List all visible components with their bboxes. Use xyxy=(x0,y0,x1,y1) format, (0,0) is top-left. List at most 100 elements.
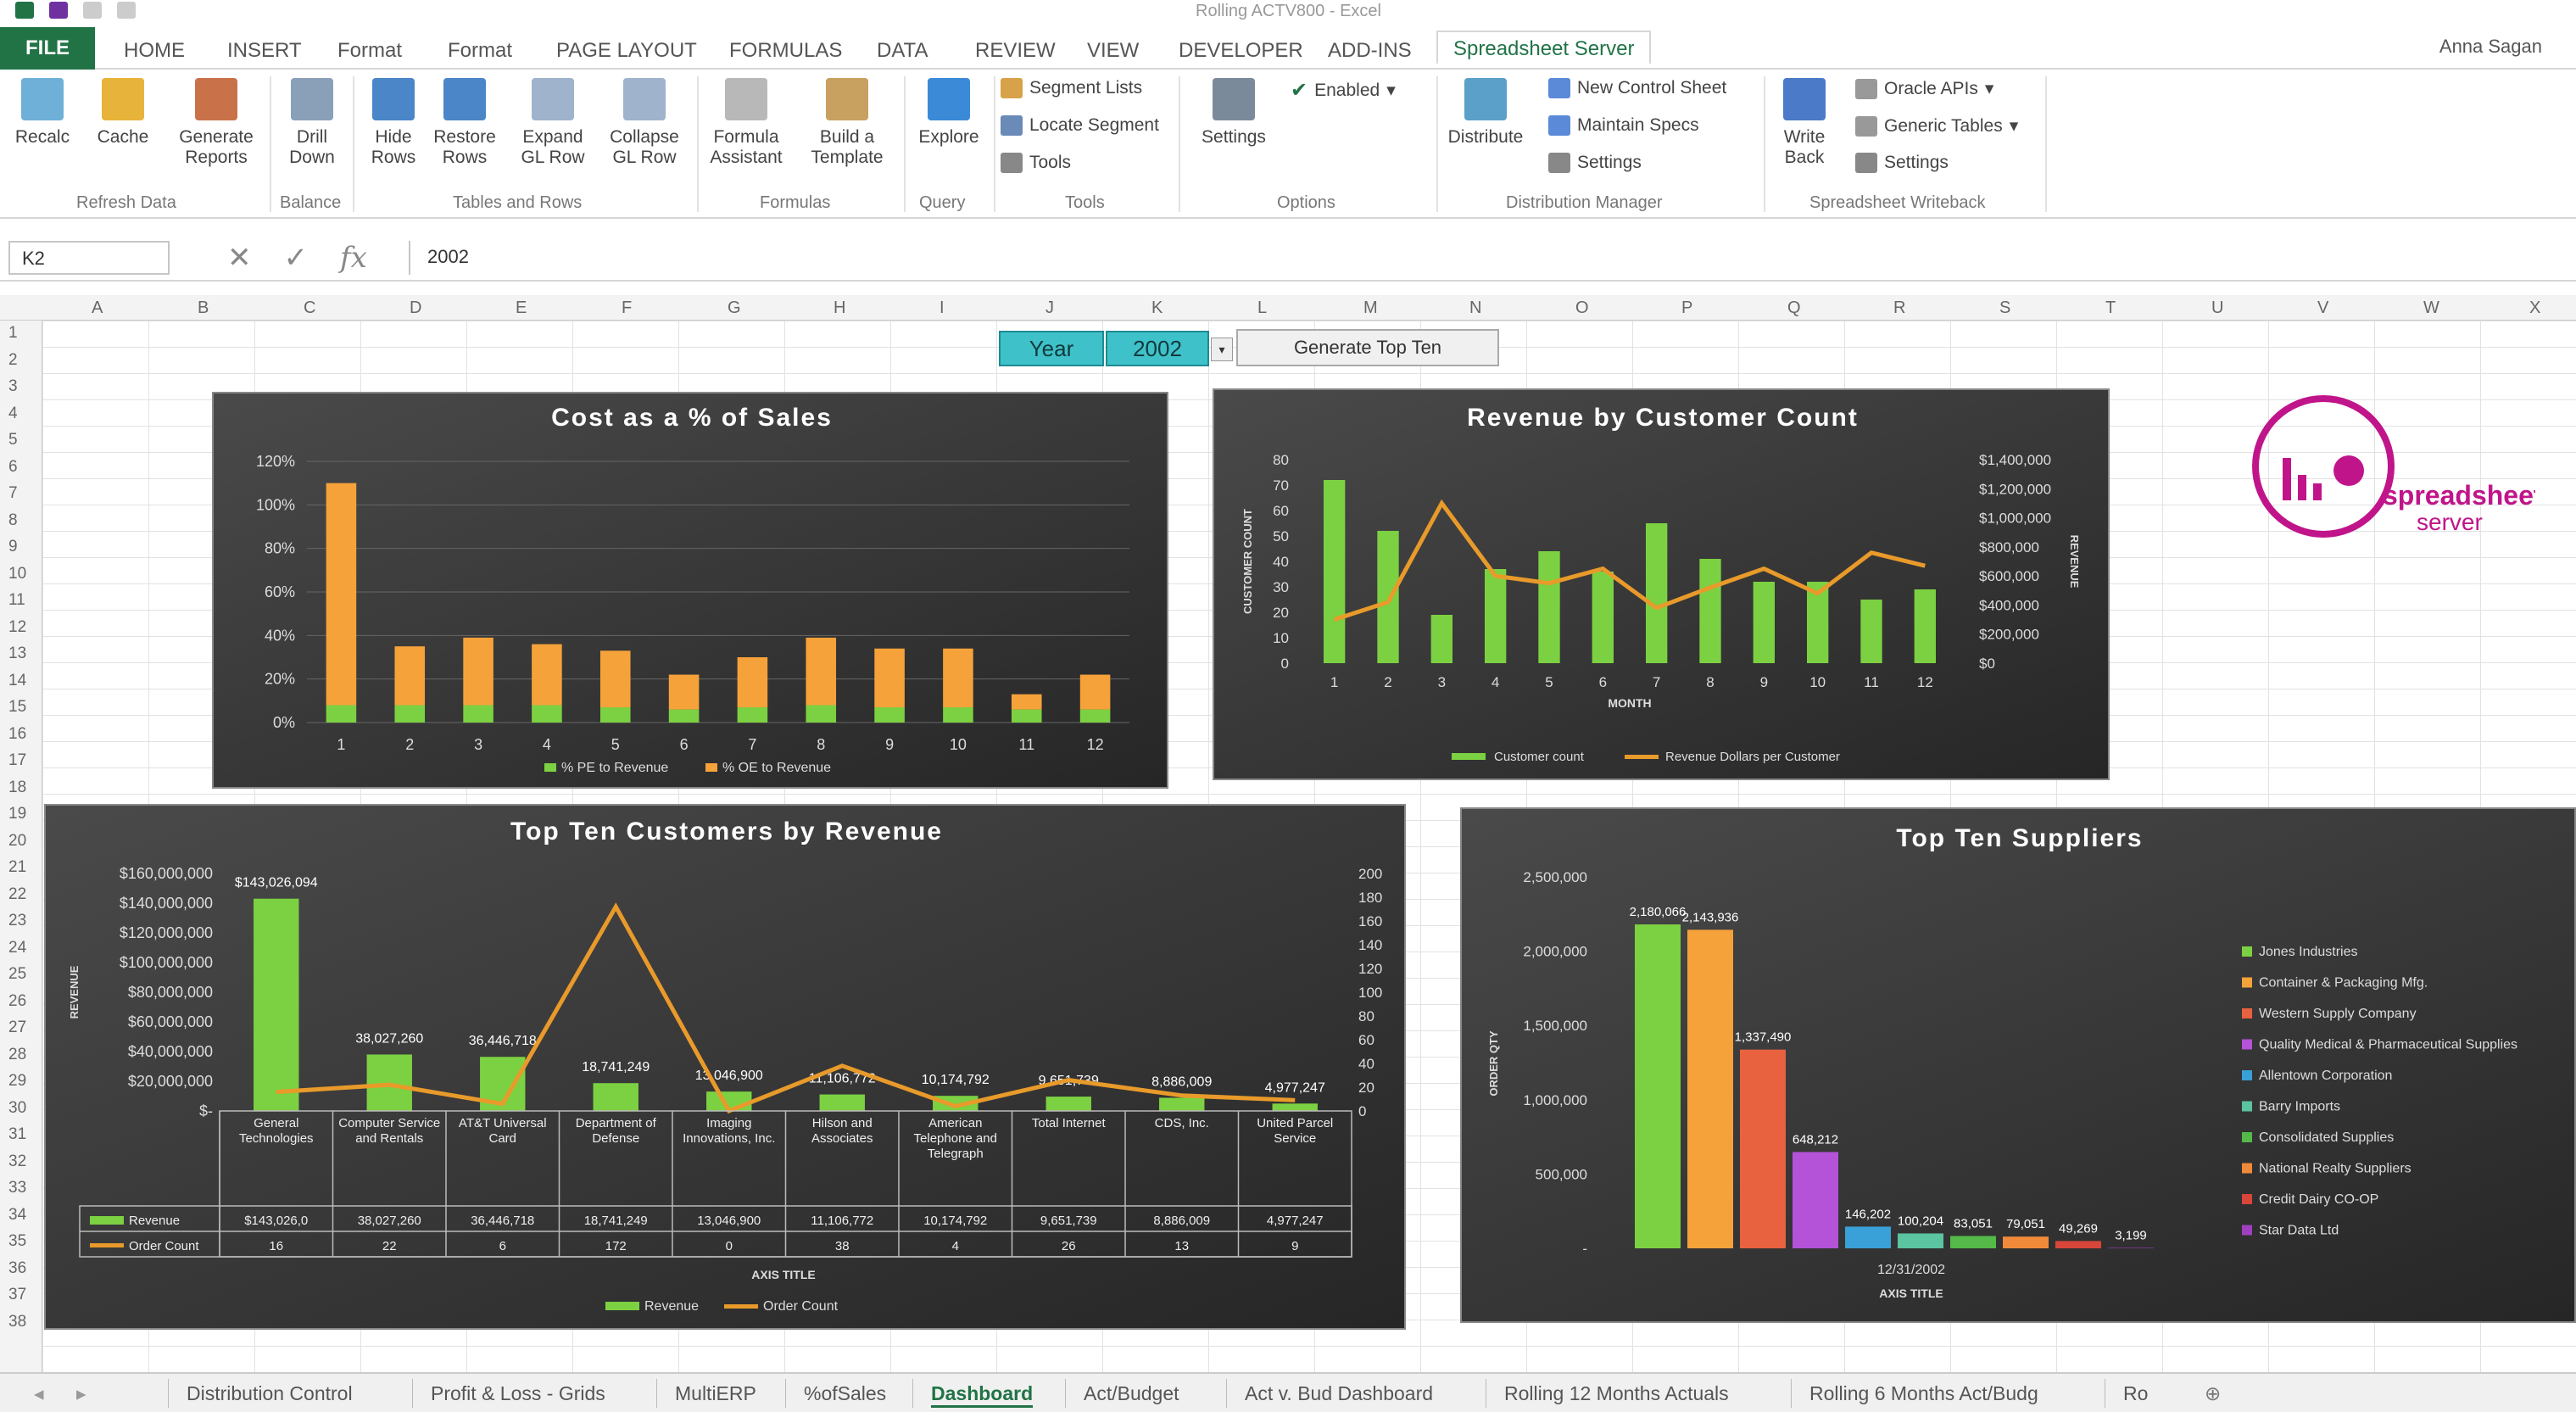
quick-access-toolbar xyxy=(15,2,136,19)
add-sheet-icon[interactable]: ⊕ xyxy=(2205,1382,2222,1404)
chart-top-ten-suppliers[interactable]: Top Ten Suppliers - 500,000 1,000,000 1,500,… xyxy=(1460,807,2576,1323)
save-icon[interactable] xyxy=(49,2,68,19)
write-back-button[interactable]: Write Back xyxy=(1770,78,1838,168)
y-tick-label: 20 xyxy=(1273,605,1289,621)
tab-spreadsheet-server[interactable]: Spreadsheet Server xyxy=(1436,31,1652,64)
formula-assistant-button[interactable]: Formula Assistant xyxy=(704,78,789,168)
generate-reports-button[interactable]: Generate Reports xyxy=(170,78,263,168)
tab-view[interactable]: VIEW xyxy=(1087,39,1140,62)
distribution-settings-button[interactable]: Settings xyxy=(1548,153,1642,173)
generate-top-ten-button[interactable]: Generate Top Ten xyxy=(1236,329,1499,366)
maintain-specs-button[interactable]: Maintain Specs xyxy=(1548,115,1699,136)
cache-icon xyxy=(102,78,144,120)
bar-oe-4 xyxy=(532,644,562,706)
distribute-button[interactable]: Distribute xyxy=(1443,78,1528,148)
name-box[interactable]: K2 xyxy=(8,241,170,275)
row-header-11: 11 xyxy=(8,591,25,609)
bar-oe-9 xyxy=(874,648,905,708)
sheet-tab-8[interactable]: Rolling 6 Months Act/Budg xyxy=(1809,1382,2038,1404)
generic-tables-dropdown[interactable]: Generic Tables ▾ xyxy=(1855,115,2018,137)
chart-title: Top Ten Customers by Revenue xyxy=(510,818,943,846)
legend-revenue: Revenue xyxy=(644,1299,699,1314)
legend-swatch xyxy=(2242,1070,2252,1080)
tab-review[interactable]: REVIEW xyxy=(975,39,1056,62)
table-icon xyxy=(1855,115,1877,137)
row-header-16: 16 xyxy=(8,724,27,743)
chart-top-ten-customers[interactable]: Top Ten Customers by Revenue $- $20,000,00… xyxy=(44,804,1406,1330)
legend-revenue-per-customer: Revenue Dollars per Customer xyxy=(1665,750,1840,764)
bar-customer-count-2 xyxy=(1377,531,1399,663)
sheet-tab-6[interactable]: Act v. Bud Dashboard xyxy=(1245,1382,1434,1404)
explore-button[interactable]: Explore xyxy=(911,78,987,148)
sheet-tab-2[interactable]: MultiERP xyxy=(675,1382,756,1404)
writeback-settings-button[interactable]: Settings xyxy=(1855,153,1949,173)
redo-icon[interactable] xyxy=(117,2,136,19)
tools-dropdown[interactable]: Tools xyxy=(1001,153,1071,173)
specs-icon xyxy=(1548,115,1570,136)
sheet-tab-7[interactable]: Rolling 12 Months Actuals xyxy=(1504,1382,1729,1404)
oracle-apis-dropdown[interactable]: Oracle APIs ▾ xyxy=(1855,78,1993,99)
user-name[interactable]: Anna Sagan xyxy=(2439,36,2542,57)
tab-home[interactable]: HOME xyxy=(124,39,185,62)
cache-button[interactable]: Cache xyxy=(85,78,161,148)
segment-lists-button[interactable]: Segment Lists xyxy=(1001,78,1142,98)
row-header-33: 33 xyxy=(8,1179,27,1197)
line-revenue-per-customer xyxy=(1333,499,1926,622)
hide-rows-button[interactable]: Hide Rows xyxy=(360,78,427,168)
formula-input[interactable]: 2002 xyxy=(409,241,2568,275)
function-icon[interactable]: fx xyxy=(340,241,367,275)
sheet-tab-9[interactable]: Ro xyxy=(2123,1382,2149,1404)
column-header-n: N xyxy=(1469,299,1482,317)
undo-icon[interactable] xyxy=(83,2,102,19)
sheet-tab-5[interactable]: Act/Budget xyxy=(1084,1382,1179,1404)
table-category-cell: Department of Defense xyxy=(576,1116,656,1146)
build-template-button[interactable]: Build a Template xyxy=(800,78,894,168)
group-label-query: Query xyxy=(919,193,966,212)
collapse-gl-row-button[interactable]: Collapse GL Row xyxy=(602,78,687,168)
cancel-icon[interactable]: ✕ xyxy=(227,242,252,274)
chevron-down-icon: ▾ xyxy=(1984,79,1994,98)
new-control-sheet-button[interactable]: New Control Sheet xyxy=(1548,78,1726,98)
drill-down-button[interactable]: Drill Down xyxy=(278,78,346,168)
tab-data[interactable]: DATA xyxy=(877,39,928,62)
tab-file[interactable]: FILE xyxy=(0,27,95,70)
y-tick-label: 10 xyxy=(1273,630,1289,646)
y-tick-label: - xyxy=(1582,1241,1587,1257)
tab-add-ins[interactable]: ADD-INS xyxy=(1328,39,1412,62)
sheet-tab-0[interactable]: Distribution Control xyxy=(187,1382,353,1404)
expand-gl-row-button[interactable]: Expand GL Row xyxy=(510,78,595,168)
year-dropdown-button[interactable]: ▾ xyxy=(1211,338,1233,361)
tab-formulas[interactable]: FORMULAS xyxy=(729,39,843,62)
scroll-right-icon[interactable]: ▸ xyxy=(76,1382,86,1404)
enabled-dropdown[interactable]: ✔ Enabled ▾ xyxy=(1291,79,1396,102)
year-value-cell[interactable]: 2002 xyxy=(1106,331,1209,366)
restore-rows-button[interactable]: Restore Rows xyxy=(431,78,499,168)
sheet-tab-4[interactable]: Dashboard xyxy=(931,1382,1034,1408)
column-header-k: K xyxy=(1151,299,1163,317)
legend-swatch xyxy=(2242,946,2252,957)
locate-segment-icon xyxy=(1001,115,1023,136)
window-title: Rolling ACTV800 - Excel xyxy=(1196,2,1381,20)
table-revenue-cell: 11,106,772 xyxy=(811,1214,873,1228)
data-label: 1,337,490 xyxy=(1735,1030,1792,1045)
tab-developer[interactable]: DEVELOPER xyxy=(1179,39,1303,62)
row-header-15: 15 xyxy=(8,698,27,716)
bar-revenue-6 xyxy=(819,1094,865,1111)
tab-page-layout[interactable]: PAGE LAYOUT xyxy=(556,39,697,62)
locate-segment-button[interactable]: Locate Segment xyxy=(1001,115,1159,136)
tab-format-2[interactable]: Format xyxy=(448,39,513,62)
chart-revenue-customer-count[interactable]: Revenue by Customer Count 0 10 20 30 40 50 60 70… xyxy=(1213,388,2110,780)
enter-icon[interactable]: ✓ xyxy=(283,242,309,274)
recalc-button[interactable]: Recalc xyxy=(8,78,76,148)
tab-insert[interactable]: INSERT xyxy=(227,39,302,62)
sheet-tab-1[interactable]: Profit & Loss - Grids xyxy=(431,1382,605,1404)
sheet-tab-3[interactable]: %ofSales xyxy=(804,1382,887,1404)
tab-format[interactable]: Format xyxy=(337,39,403,62)
chevron-down-icon: ▾ xyxy=(2009,116,2019,136)
legend-customer-count: Customer count xyxy=(1494,750,1585,764)
scroll-left-icon[interactable]: ◂ xyxy=(34,1382,44,1404)
group-label-writeback: Spreadsheet Writeback xyxy=(1809,193,1986,212)
bar-pe-8 xyxy=(806,705,837,723)
chart-cost-percent-sales[interactable]: Cost as a % of Sales 0% 20% 40% 60% 80% 100% 12… xyxy=(212,392,1168,789)
settings-button[interactable]: Settings xyxy=(1187,78,1280,148)
